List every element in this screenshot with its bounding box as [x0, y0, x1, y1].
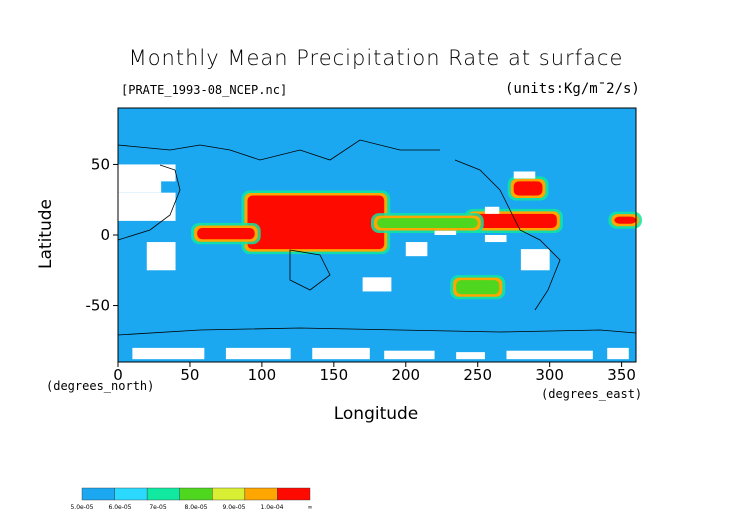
precip-region: [470, 213, 557, 228]
no-data-patch: [118, 164, 176, 182]
x-units-east-label: (degrees_east): [541, 387, 643, 401]
precip-region: [377, 218, 478, 228]
precip-region: [197, 227, 255, 240]
no-data-patch: [520, 249, 550, 271]
no-data-patch: [132, 347, 205, 360]
no-data-patch: [362, 277, 392, 292]
no-data-patch: [384, 350, 435, 360]
x-axis-label: Longitude: [333, 404, 419, 424]
file-name: [PRATE_1993-08_NCEP.nc]: [121, 83, 288, 97]
y-tick-label: 50: [91, 155, 110, 173]
colorbar-label: ∞: [308, 504, 313, 511]
units-label: (units:Kg/m¯2/s): [505, 81, 640, 97]
no-data-patch: [118, 192, 176, 221]
coastlines: [117, 139, 637, 336]
no-data-patch: [434, 230, 457, 235]
coastline: [289, 249, 331, 291]
x-tick-label: 100: [248, 366, 277, 384]
precip-region: [614, 216, 636, 224]
coastline: [117, 139, 440, 161]
y-tick-label: -50: [86, 297, 111, 315]
colorbar-label: 9.0e-05: [222, 504, 245, 511]
x-tick-label: 350: [607, 366, 636, 384]
no-data-patch: [118, 178, 162, 193]
colorbar-label: 7e-05: [149, 504, 166, 511]
no-data-patch: [484, 235, 507, 243]
precipitation-regions: [191, 176, 642, 300]
colorbar-label: 6.0e-05: [108, 504, 131, 511]
colorbar-swatch: [212, 487, 246, 501]
colorbar-swatch: [114, 487, 148, 501]
x-tick-label: 300: [535, 366, 564, 384]
x-tick-label: 50: [180, 366, 199, 384]
chart-title: Monthly Mean Precipitation Rate at surfa…: [128, 46, 624, 70]
colorbar-swatch: [81, 487, 115, 501]
no-data-patch: [456, 352, 485, 360]
x-tick-label: 0: [113, 366, 123, 384]
y-axis-label: Latitude: [36, 199, 56, 269]
x-tick-label: 200: [391, 366, 420, 384]
colorbar-swatch: [146, 487, 180, 501]
x-tick-label: 250: [463, 366, 492, 384]
precip-region: [247, 195, 385, 250]
colorbar-label: 5.0e-05: [70, 504, 93, 511]
y-axis-ticks: 50 0 -50: [86, 155, 118, 315]
precip-region: [513, 181, 543, 196]
no-data-patch: [506, 350, 593, 360]
no-data-patch: [607, 347, 629, 360]
colorbar-swatch: [277, 487, 311, 501]
colorbar-label: 8.0e-05: [184, 504, 207, 511]
x-axis-ticks: 0 50 100 150 200 250 300 350: [113, 362, 636, 384]
no-data-patch: [146, 242, 176, 271]
coastline: [117, 164, 181, 241]
no-data-patch: [405, 242, 428, 257]
coastline: [454, 159, 561, 311]
no-data-regions: [118, 164, 629, 360]
no-data-patch: [513, 171, 536, 179]
no-data-patch: [484, 206, 500, 214]
x-units-label: (degrees_north): [46, 379, 155, 393]
no-data-patch: [225, 347, 291, 360]
y-tick-label: 0: [100, 226, 110, 244]
colorbar: 5.0e-05 6.0e-05 7e-05 8.0e-05 9.0e-05 1.0e-04…: [70, 487, 313, 511]
colorbar-swatch: [244, 487, 278, 501]
precip-region: [456, 280, 500, 295]
colorbar-swatch: [179, 487, 213, 501]
colorbar-label: 1.0e-04: [260, 504, 283, 511]
no-data-patch: [312, 347, 370, 360]
coastline: [117, 327, 637, 336]
x-tick-label: 150: [320, 366, 349, 384]
